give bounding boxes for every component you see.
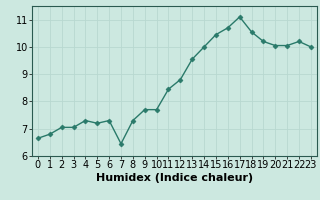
X-axis label: Humidex (Indice chaleur): Humidex (Indice chaleur) <box>96 173 253 183</box>
